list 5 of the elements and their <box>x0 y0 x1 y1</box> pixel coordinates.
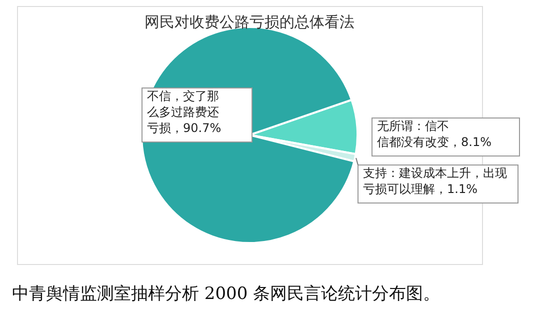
slice-label: 支持：建设成本上升，出现亏损可以理解，1.1% <box>363 166 507 196</box>
slice-label: 无所谓：信不信都没有改变，8.1% <box>377 119 492 149</box>
chart-title: 网民对收费公路亏损的总体看法 <box>144 13 354 31</box>
text: 中青舆情监测室抽样分析 2000 条网民言论统计分布图。 <box>12 284 440 304</box>
slice-label: 不信，交了那么多过路费还亏损，90.7% <box>147 89 222 135</box>
